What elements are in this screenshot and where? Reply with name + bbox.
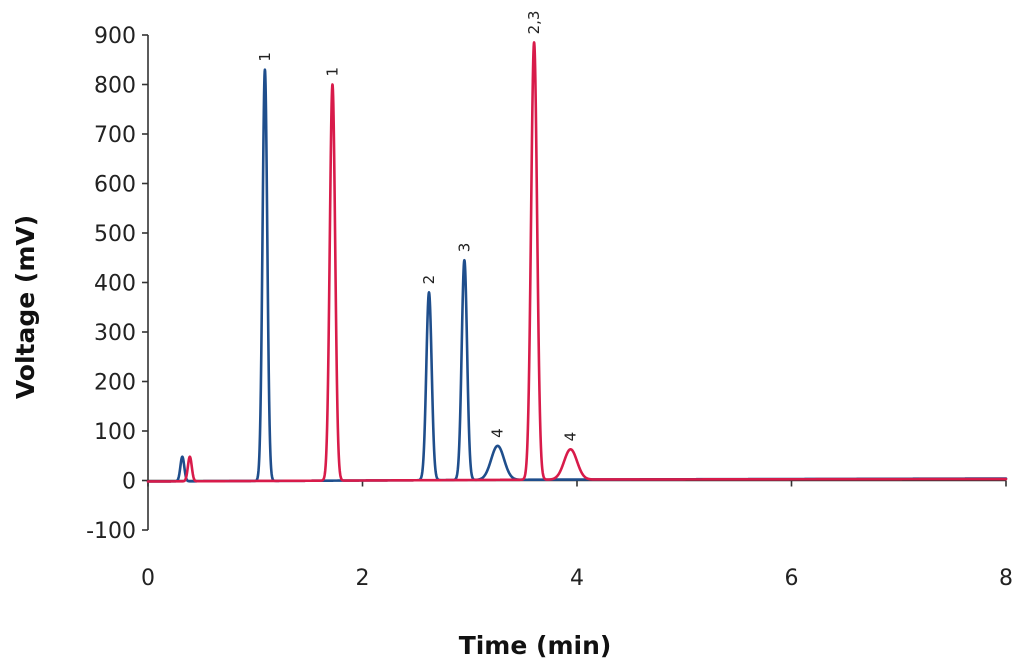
y-tick-label: 300 [94,321,136,346]
y-tick-label: 400 [94,272,136,297]
x-tick-label: 2 [356,566,370,591]
series-line-2 [146,41,1008,483]
series-layer [146,41,1008,483]
y-tick-label: 900 [94,24,136,49]
y-tick-label: 100 [94,420,136,445]
series-line-1 [146,68,1008,483]
x-axis-title: Time (min) [459,631,612,660]
peak-label: 1 [256,52,274,62]
y-tick-label: 0 [122,470,136,495]
y-tick-label: -100 [86,519,136,544]
x-tick-label: 8 [999,566,1013,591]
peak-label: 2,3 [525,11,543,35]
peak-label: 4 [489,428,507,438]
y-axis-ticks: -100 0 100 200 300 400 500 600 700 800 900 [86,24,148,544]
peak-label: 4 [562,432,580,442]
y-tick-label: 200 [94,371,136,396]
peak-labels: 1 2 3 4 1 2,3 4 [256,11,580,442]
y-axis-title: Voltage (mV) [11,215,40,399]
x-tick-label: 6 [785,566,799,591]
x-axis-ticks: 0 2 4 6 8 [141,480,1013,591]
x-tick-label: 0 [141,566,155,591]
x-tick-label: 4 [570,566,584,591]
y-tick-label: 700 [94,123,136,148]
peak-label: 2 [420,275,438,285]
y-tick-label: 800 [94,74,136,99]
y-tick-label: 600 [94,173,136,198]
y-tick-label: 500 [94,222,136,247]
peak-label: 1 [323,67,341,77]
peak-label: 3 [455,243,473,253]
